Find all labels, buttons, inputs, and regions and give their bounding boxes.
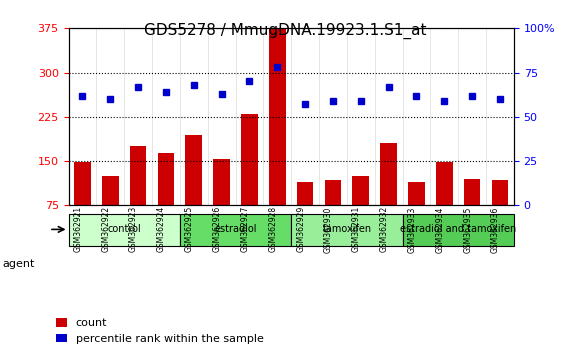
Text: GSM362923: GSM362923 [129, 206, 138, 252]
Legend: count, percentile rank within the sample: count, percentile rank within the sample [51, 314, 268, 348]
Text: GSM362926: GSM362926 [212, 206, 222, 252]
Bar [241, 114, 258, 250]
Text: GSM362929: GSM362929 [296, 206, 305, 252]
Text: tamoxifen: tamoxifen [322, 224, 372, 234]
Text: GSM362922: GSM362922 [101, 206, 110, 252]
Text: GDS5278 / MmugDNA.19923.1.S1_at: GDS5278 / MmugDNA.19923.1.S1_at [144, 23, 427, 39]
Bar [74, 162, 91, 250]
Bar [492, 180, 508, 250]
Text: GSM362924: GSM362924 [157, 206, 166, 252]
Bar [436, 162, 453, 250]
FancyBboxPatch shape [403, 214, 514, 246]
Bar [352, 176, 369, 250]
Text: GSM362928: GSM362928 [268, 206, 278, 252]
Bar [408, 182, 425, 250]
Bar [380, 143, 397, 250]
Bar [158, 153, 174, 250]
Text: GSM362933: GSM362933 [408, 206, 416, 252]
Bar [102, 176, 119, 250]
Text: GSM362931: GSM362931 [352, 206, 361, 252]
Text: GSM362936: GSM362936 [491, 206, 500, 252]
Bar [269, 28, 286, 250]
Text: agent: agent [3, 259, 35, 269]
FancyBboxPatch shape [180, 214, 291, 246]
Text: GSM362935: GSM362935 [463, 206, 472, 252]
Text: GSM362930: GSM362930 [324, 206, 333, 252]
Bar [324, 180, 341, 250]
FancyBboxPatch shape [69, 214, 180, 246]
Bar [464, 179, 480, 250]
Bar [130, 146, 146, 250]
Bar [214, 159, 230, 250]
Text: GSM362934: GSM362934 [435, 206, 444, 252]
Text: control: control [107, 224, 141, 234]
Bar [186, 135, 202, 250]
Text: estradiol: estradiol [214, 224, 257, 234]
FancyBboxPatch shape [291, 214, 403, 246]
Text: GSM362925: GSM362925 [185, 206, 194, 252]
Text: estradiol and tamoxifen: estradiol and tamoxifen [400, 224, 516, 234]
Bar [297, 182, 313, 250]
Text: GSM362927: GSM362927 [240, 206, 250, 252]
Text: GSM362921: GSM362921 [74, 206, 82, 252]
Text: GSM362932: GSM362932 [380, 206, 389, 252]
